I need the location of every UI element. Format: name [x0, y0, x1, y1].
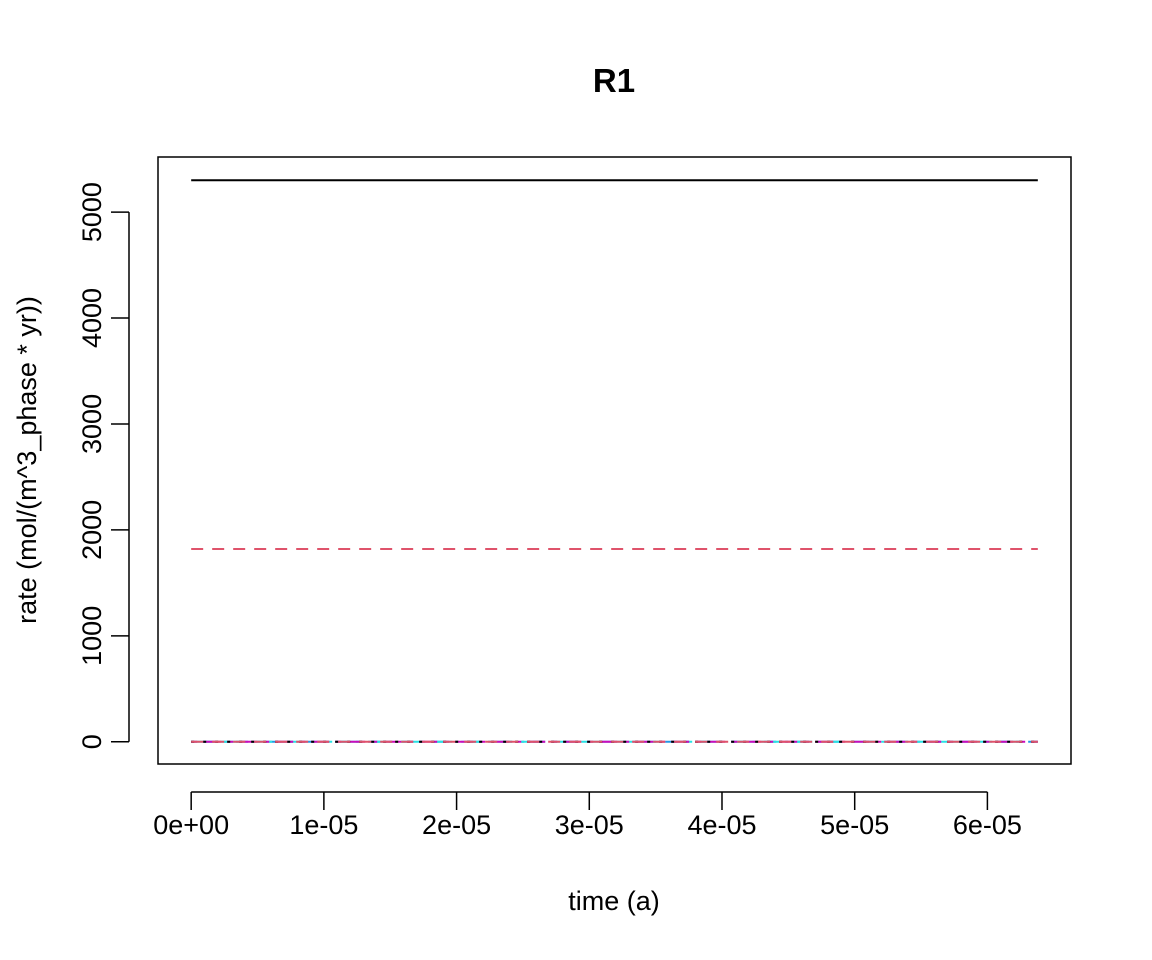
y-tick-label: 2000 [77, 500, 107, 560]
x-tick-label: 6e-05 [953, 810, 1022, 840]
y-tick-label: 1000 [77, 606, 107, 666]
y-tick-label: 5000 [77, 182, 107, 242]
y-axis: 0 1000 2000 3000 4000 5000 [77, 182, 130, 749]
y-tick-label: 4000 [77, 288, 107, 348]
x-tick-label: 5e-05 [820, 810, 889, 840]
chart-title: R1 [593, 62, 635, 99]
x-tick-label: 2e-05 [422, 810, 491, 840]
x-axis: 0e+00 1e-05 2e-05 3e-05 4e-05 5e-05 6e-05 [153, 791, 1022, 840]
y-tick-label: 3000 [77, 394, 107, 454]
series-layer [191, 179, 1038, 743]
y-axis-label: rate (mol/(m^3_phase * yr)) [12, 296, 42, 624]
x-tick-label: 1e-05 [289, 810, 358, 840]
x-tick-label: 0e+00 [153, 810, 229, 840]
y-tick-label: 0 [77, 734, 107, 749]
x-tick-label: 4e-05 [687, 810, 756, 840]
x-tick-label: 3e-05 [555, 810, 624, 840]
plot-frame [157, 156, 1072, 765]
x-axis-label: time (a) [568, 886, 660, 916]
